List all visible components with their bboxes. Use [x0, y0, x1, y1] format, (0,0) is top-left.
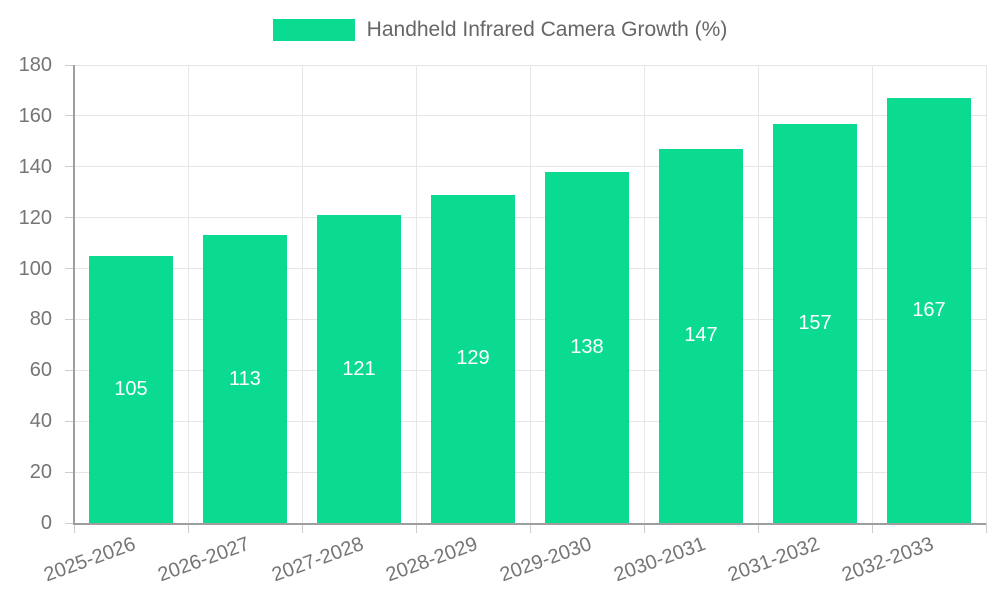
vertical-gridline: [871, 65, 873, 523]
x-axis-tick: [643, 523, 645, 533]
vertical-gridline: [643, 65, 645, 523]
vertical-gridline: [187, 65, 189, 523]
y-tick-label: 0: [40, 512, 52, 534]
bar[interactable]: 157: [773, 123, 857, 523]
y-tick-label: 60: [29, 359, 52, 382]
x-axis-tick: [757, 523, 759, 533]
y-tick-label: 40: [29, 410, 52, 433]
x-tick-label: 2025-2026: [41, 532, 139, 587]
x-axis-line: [72, 522, 986, 525]
y-axis-tick: [65, 318, 74, 320]
x-axis-tick: [187, 523, 189, 533]
bar-value-label: 147: [684, 324, 718, 347]
bar-value-label: 167: [912, 299, 946, 322]
y-axis-tick: [65, 64, 74, 66]
legend[interactable]: Handheld Infrared Camera Growth (%): [0, 18, 1000, 42]
bar-value-label: 121: [342, 357, 376, 380]
y-axis-tick: [65, 420, 74, 422]
bar[interactable]: 138: [545, 171, 629, 523]
bar-value-label: 113: [229, 367, 261, 390]
x-tick-label: 2029-2030: [497, 532, 595, 587]
legend-swatch-icon: [272, 19, 355, 41]
y-axis-tick: [65, 217, 74, 219]
y-axis-tick: [65, 369, 74, 371]
y-tick-label: 140: [18, 155, 52, 178]
x-tick-label: 2026-2027: [155, 532, 253, 587]
bar[interactable]: 167: [887, 98, 971, 523]
x-tick-label: 2031-2032: [725, 532, 823, 587]
y-axis-tick: [65, 522, 74, 524]
x-tick-label: 2030-2031: [611, 532, 709, 587]
vertical-gridline: [529, 65, 531, 523]
x-axis-tick: [73, 523, 75, 533]
bar[interactable]: 147: [659, 148, 743, 523]
y-tick-label: 160: [18, 104, 52, 127]
y-axis-tick: [65, 268, 74, 270]
x-tick-label: 2032-2033: [839, 532, 937, 587]
bar[interactable]: 129: [431, 194, 515, 523]
bar[interactable]: 105: [89, 255, 173, 523]
bar-value-label: 129: [456, 347, 490, 370]
x-axis-tick: [529, 523, 531, 533]
x-axis-tick: [985, 523, 987, 533]
y-axis-tick: [65, 471, 74, 473]
vertical-gridline: [757, 65, 759, 523]
vertical-gridline: [301, 65, 303, 523]
y-tick-label: 180: [18, 54, 52, 76]
legend-label: Handheld Infrared Camera Growth (%): [366, 18, 728, 41]
bar-value-label: 138: [570, 335, 604, 358]
y-tick-label: 80: [29, 308, 52, 331]
x-axis-tick: [415, 523, 417, 533]
y-axis-tick: [65, 115, 74, 117]
y-tick-label: 100: [18, 257, 52, 280]
y-tick-label: 120: [18, 206, 52, 229]
vertical-gridline: [985, 65, 987, 523]
y-tick-label: 20: [29, 461, 52, 484]
bar-value-label: 105: [114, 377, 148, 400]
y-axis-line: [72, 65, 75, 524]
bar[interactable]: 113: [203, 235, 287, 523]
bar-value-label: 157: [798, 311, 832, 334]
x-tick-label: 2028-2029: [383, 532, 481, 587]
bar[interactable]: 121: [317, 215, 401, 523]
x-axis-tick: [871, 523, 873, 533]
x-tick-label: 2027-2028: [269, 532, 367, 587]
x-axis-tick: [301, 523, 303, 533]
y-axis-tick: [65, 166, 74, 168]
vertical-gridline: [415, 65, 417, 523]
